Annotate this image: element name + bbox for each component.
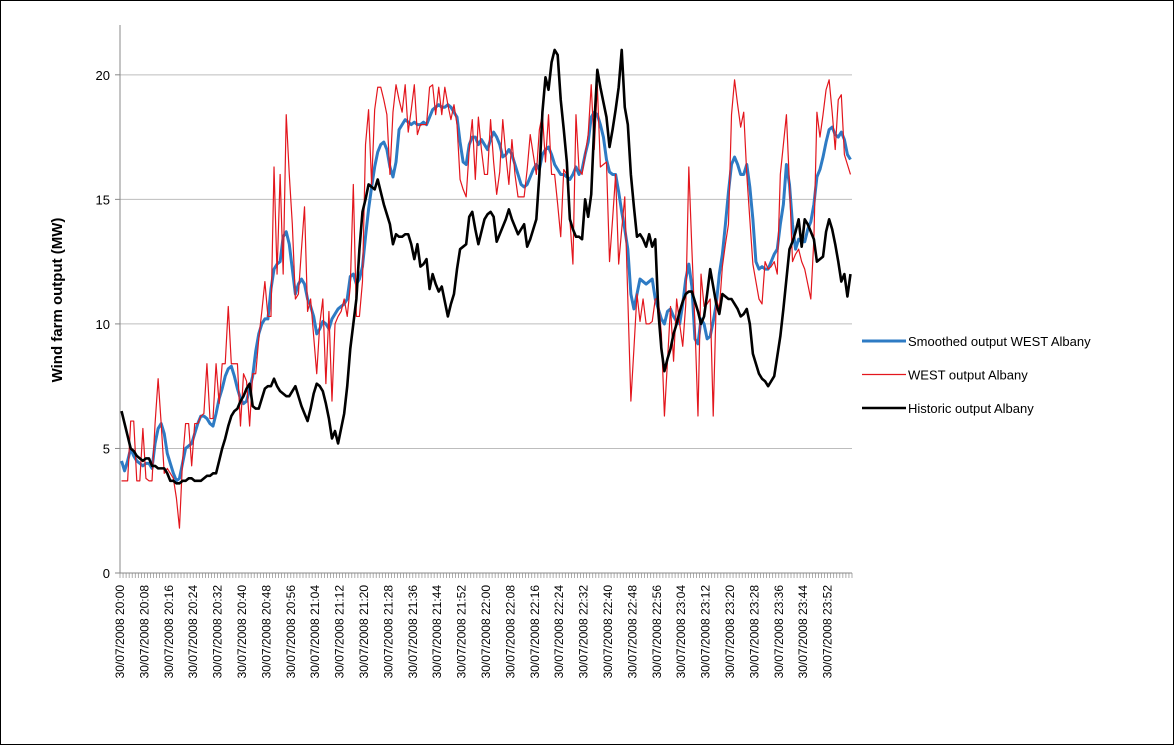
x-tick-label: 30/07/2008 20:24	[186, 585, 200, 679]
y-tick-label: 5	[103, 441, 110, 456]
x-tick-label: 30/07/2008 21:36	[406, 585, 420, 679]
x-tick-label: 30/07/2008 21:20	[357, 585, 371, 679]
x-tick-label: 30/07/2008 20:00	[113, 585, 127, 679]
y-tick-label: 15	[96, 192, 110, 207]
legend-label: Historic output Albany	[908, 401, 1034, 416]
legend-label: Smoothed output WEST Albany	[908, 334, 1091, 349]
x-tick-label: 30/07/2008 21:12	[333, 585, 347, 679]
series-line	[120, 48, 852, 485]
x-tick-label: 30/07/2008 20:48	[259, 585, 273, 679]
x-tick-label: 30/07/2008 22:48	[625, 585, 639, 679]
x-tick-label: 30/07/2008 22:00	[479, 585, 493, 679]
legend-label: WEST output Albany	[908, 368, 1028, 383]
x-tick-label: 30/07/2008 23:28	[747, 585, 761, 679]
x-tick-label: 30/07/2008 23:20	[723, 585, 737, 679]
x-tick-label: 30/07/2008 21:52	[455, 585, 469, 679]
x-tick-label: 30/07/2008 22:56	[650, 585, 664, 679]
x-tick-label: 30/07/2008 20:32	[211, 585, 225, 679]
y-tick-label: 0	[103, 566, 110, 581]
x-tick-label: 30/07/2008 20:08	[137, 585, 151, 679]
x-tick-label: 30/07/2008 20:40	[235, 585, 249, 679]
x-tick-label: 30/07/2008 23:36	[772, 585, 786, 679]
x-tick-label: 30/07/2008 23:04	[674, 585, 688, 679]
x-tick-label: 30/07/2008 21:04	[308, 585, 322, 679]
y-tick-label: 20	[96, 68, 110, 83]
x-tick-label: 30/07/2008 21:28	[381, 585, 395, 679]
x-tick-label: 30/07/2008 22:08	[503, 585, 517, 679]
y-tick-label: 10	[96, 317, 110, 332]
x-tick-label: 30/07/2008 21:44	[430, 585, 444, 679]
series-line	[121, 79, 852, 529]
x-tick-label: 30/07/2008 23:44	[796, 585, 810, 679]
y-axis-label: Wind farm output (MW)	[49, 218, 66, 383]
x-tick-label: 30/07/2008 20:56	[284, 585, 298, 679]
x-tick-label: 30/07/2008 23:12	[699, 585, 713, 679]
x-tick-label: 30/07/2008 20:16	[162, 585, 176, 679]
x-tick-label: 30/07/2008 22:32	[577, 585, 591, 679]
x-tick-label: 30/07/2008 23:52	[821, 585, 835, 679]
x-tick-label: 30/07/2008 22:16	[528, 585, 542, 679]
x-tick-label: 30/07/2008 22:40	[601, 585, 615, 679]
x-tick-label: 30/07/2008 22:24	[552, 585, 566, 679]
